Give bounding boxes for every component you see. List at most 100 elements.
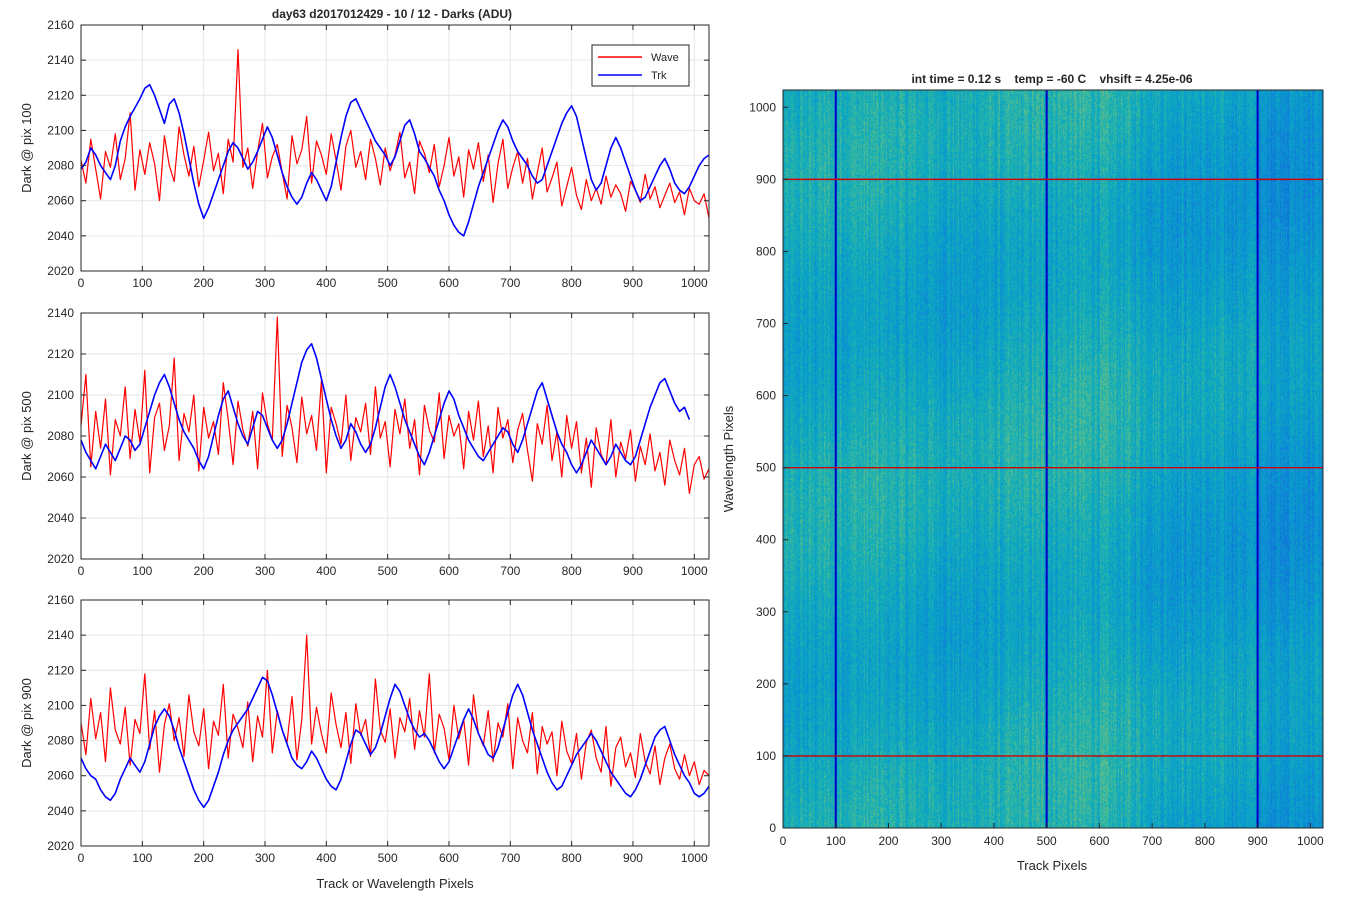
y-axis-label-pix-900: Dark @ pix 900 (19, 678, 34, 768)
y-tick-label: 400 (756, 533, 776, 547)
y-tick-label: 2040 (47, 511, 74, 525)
legend: Wave Trk (591, 44, 690, 87)
y-tick-label: 2160 (47, 593, 74, 607)
x-tick-label: 1000 (681, 851, 708, 865)
x-tick-label: 0 (78, 851, 85, 865)
series-line-wave-pix-900 (80, 634, 710, 787)
y-tick-label: 900 (756, 172, 776, 186)
y-tick-label: 2020 (47, 264, 74, 278)
x-tick-label: 700 (1142, 834, 1162, 848)
shared-x-axis-label: Track or Wavelength Pixels (316, 876, 474, 891)
x-tick-label: 1000 (1297, 834, 1324, 848)
y-tick-label: 2140 (47, 306, 74, 320)
axes-box (80, 24, 710, 272)
heatmap-axes-box (782, 89, 1324, 829)
y-tick-label: 600 (756, 389, 776, 403)
x-tick-label: 500 (378, 564, 398, 578)
x-tick-label: 800 (562, 564, 582, 578)
x-tick-label: 300 (255, 564, 275, 578)
x-tick-label: 400 (984, 834, 1004, 848)
x-tick-label: 300 (255, 851, 275, 865)
legend-label-wave: Wave (651, 52, 679, 64)
y-tick-label: 100 (756, 749, 776, 763)
y-tick-label: 2080 (47, 429, 74, 443)
y-axis-label-pix-100: Dark @ pix 100 (19, 103, 34, 193)
heatmap-x-axis-label: Track Pixels (1017, 858, 1088, 873)
heatmap-title: int time = 0.12 s temp = -60 C vhsift = … (911, 72, 1192, 86)
y-tick-label: 800 (756, 244, 776, 258)
x-tick-label: 200 (194, 276, 214, 290)
x-tick-label: 100 (132, 276, 152, 290)
x-tick-label: 900 (623, 276, 643, 290)
y-tick-label: 2120 (47, 347, 74, 361)
x-tick-label: 900 (1248, 834, 1268, 848)
y-tick-label: 2100 (47, 388, 74, 402)
y-tick-label: 2020 (47, 839, 74, 853)
x-tick-label: 400 (316, 564, 336, 578)
x-tick-label: 200 (878, 834, 898, 848)
x-tick-label: 900 (623, 851, 643, 865)
x-tick-label: 100 (132, 564, 152, 578)
x-tick-label: 600 (439, 851, 459, 865)
heatmap-image (783, 90, 1323, 828)
x-tick-label: 600 (439, 276, 459, 290)
x-tick-label: 200 (194, 851, 214, 865)
legend-label-trk: Trk (651, 70, 667, 82)
y-tick-label: 2100 (47, 123, 74, 137)
plot-area-pix-900 (81, 600, 709, 846)
y-tick-label: 300 (756, 605, 776, 619)
x-tick-label: 800 (562, 851, 582, 865)
y-tick-label: 2160 (47, 18, 74, 32)
y-tick-label: 2080 (47, 159, 74, 173)
y-tick-label: 2060 (47, 470, 74, 484)
y-tick-label: 2140 (47, 53, 74, 67)
y-tick-label: 500 (756, 461, 776, 475)
y-axis-label-pix-500: Dark @ pix 500 (19, 391, 34, 481)
y-tick-label: 2140 (47, 628, 74, 642)
y-tick-label: 1000 (749, 100, 776, 114)
x-tick-label: 500 (378, 276, 398, 290)
x-tick-label: 200 (194, 564, 214, 578)
axes-box (80, 599, 710, 847)
dark-pix-500-plot: 0 100 200 300 400 500 600 700 800 900 1000 2020 2040… (19, 306, 710, 578)
x-tick-label: 400 (316, 851, 336, 865)
y-tick-label: 2040 (47, 229, 74, 243)
y-tick-label: 2120 (47, 663, 74, 677)
series-line-trk-pix-900 (80, 676, 710, 809)
x-tick-label: 500 (378, 851, 398, 865)
y-tick-label: 2120 (47, 88, 74, 102)
x-tick-label: 300 (931, 834, 951, 848)
dark-pix-900-plot: 0 100 200 300 400 500 600 700 800 900 1000 2020 2040… (19, 593, 710, 865)
series-line-trk-pix-500 (80, 342, 691, 474)
x-tick-label: 1000 (681, 276, 708, 290)
x-tick-label: 0 (780, 834, 787, 848)
y-tick-label: 2020 (47, 552, 74, 566)
x-tick-label: 700 (500, 276, 520, 290)
legend-box (591, 44, 690, 87)
series-line-trk-pix-100 (80, 83, 710, 237)
x-tick-label: 800 (562, 276, 582, 290)
x-tick-label: 600 (1089, 834, 1109, 848)
x-tick-label: 100 (132, 851, 152, 865)
x-tick-label: 800 (1195, 834, 1215, 848)
x-tick-label: 400 (316, 276, 336, 290)
y-tick-label: 700 (756, 317, 776, 331)
x-tick-label: 700 (500, 564, 520, 578)
y-tick-label: 200 (756, 677, 776, 691)
heatmap-canvas (783, 90, 1323, 828)
x-tick-label: 0 (78, 276, 85, 290)
x-tick-label: 100 (826, 834, 846, 848)
x-tick-label: 500 (1037, 834, 1057, 848)
y-tick-label: 2060 (47, 769, 74, 783)
x-tick-label: 300 (255, 276, 275, 290)
y-tick-label: 0 (769, 821, 776, 835)
x-tick-label: 1000 (681, 564, 708, 578)
dark-frame-heatmap: int time = 0.12 s temp = -60 C vhsift = … (721, 72, 1324, 873)
x-tick-label: 600 (439, 564, 459, 578)
x-tick-label: 700 (500, 851, 520, 865)
y-tick-label: 2100 (47, 698, 74, 712)
y-tick-label: 2040 (47, 804, 74, 818)
figure-title: day63 d2017012429 - 10 / 12 - Darks (ADU… (272, 7, 512, 21)
y-tick-label: 2080 (47, 734, 74, 748)
